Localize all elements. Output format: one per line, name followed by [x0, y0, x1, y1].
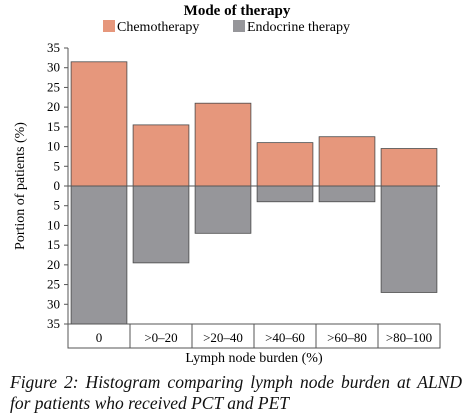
bar-chemotherapy [194, 102, 252, 187]
y-tick-label: 20 [47, 257, 60, 272]
figure-caption: Figure 2: Histogram comparing lymph node… [10, 372, 462, 413]
bar-endocrine [132, 185, 190, 264]
x-tick-label: >0–20 [144, 330, 177, 345]
x-axis-label: Lymph node burden (%) [185, 351, 323, 366]
bar-endocrine [70, 185, 128, 325]
legend-swatch [103, 20, 115, 32]
y-tick-label: 30 [47, 60, 60, 75]
y-tick-label: 5 [54, 158, 61, 173]
y-tick-label: 5 [54, 198, 61, 213]
x-tick-label: >80–100 [386, 330, 432, 345]
bar-endocrine [194, 185, 252, 234]
y-tick-label: 25 [47, 277, 60, 292]
bar-chemotherapy [256, 142, 314, 187]
y-tick-label: 10 [47, 217, 60, 232]
y-tick-label: 30 [47, 296, 60, 311]
x-tick-label: >20–40 [203, 330, 243, 345]
x-axis: 0 >0–20 >20–40 >40–60 >60–80 >80–100 [67, 323, 441, 349]
x-tick-label: >60–80 [327, 330, 367, 345]
bar-endocrine [318, 185, 376, 203]
legend: Chemotherapy Endocrine therapy [103, 20, 350, 35]
y-tick-label: 25 [47, 79, 60, 94]
legend-label: Endocrine therapy [247, 20, 350, 35]
y-tick-label: 20 [47, 99, 60, 114]
legend-title: Mode of therapy [184, 3, 291, 19]
bar-chemotherapy [380, 148, 438, 187]
y-tick-label: 35 [47, 40, 60, 55]
x-tick-label: >40–60 [265, 330, 305, 345]
bar-endocrine [256, 185, 314, 203]
y-tick-label: 15 [47, 119, 60, 134]
x-tick-label: 0 [96, 330, 103, 345]
bars [68, 61, 440, 325]
bar-endocrine [380, 185, 438, 293]
bar-chemotherapy [70, 61, 128, 187]
y-axis: 35 30 25 20 15 10 5 0 5 10 15 20 25 30 35 [47, 40, 69, 331]
y-tick-label: 0 [54, 178, 61, 193]
y-tick-label: 10 [47, 139, 60, 154]
bar-chemotherapy [132, 124, 190, 187]
y-tick-label: 15 [47, 237, 60, 252]
bar-chemotherapy [318, 136, 376, 187]
legend-label: Chemotherapy [117, 20, 199, 35]
y-tick-label: 35 [47, 316, 60, 331]
legend-swatch [233, 20, 245, 32]
y-axis-label: Portion of patients (%) [13, 122, 28, 250]
